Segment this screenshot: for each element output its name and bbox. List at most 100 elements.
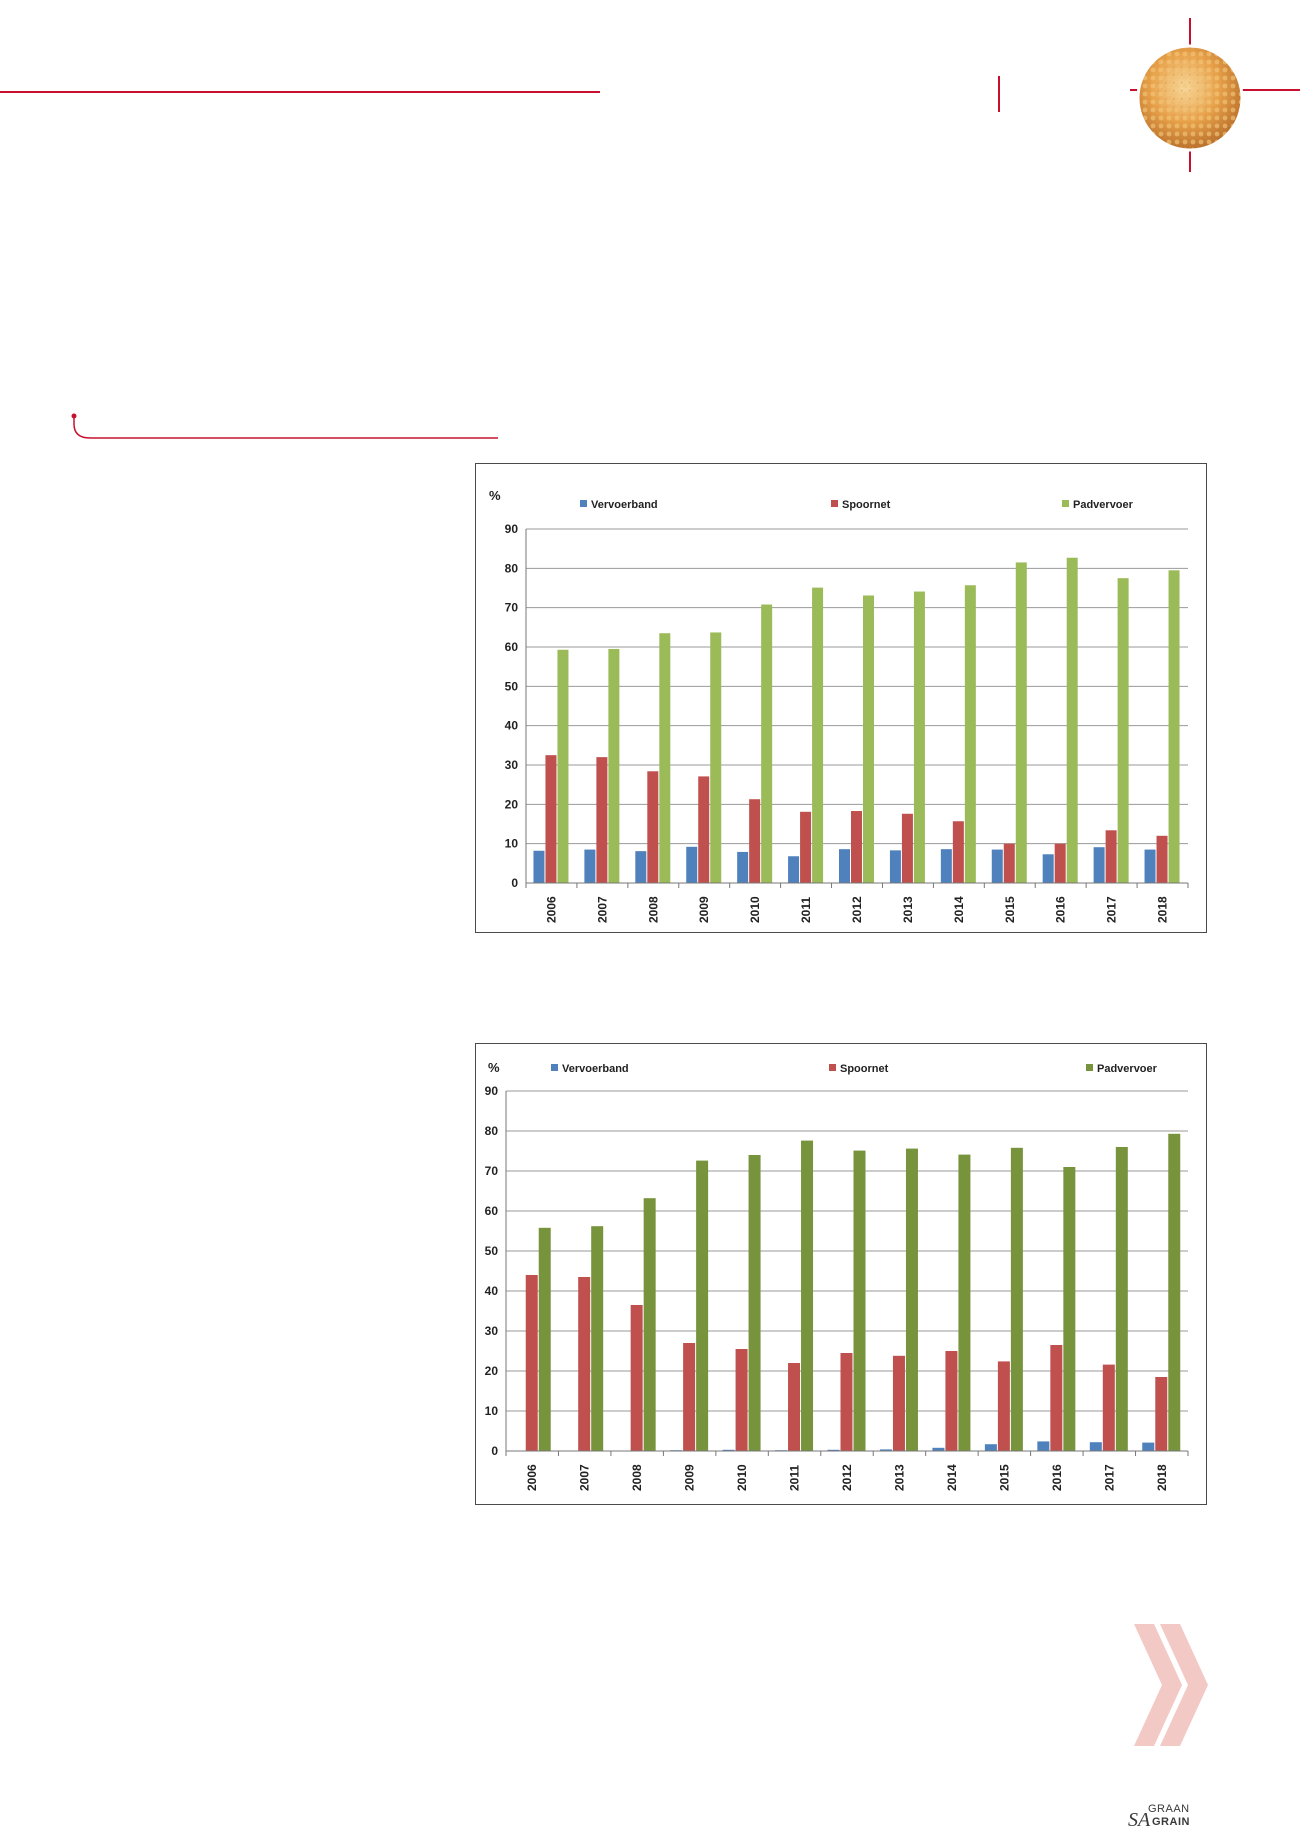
x-tick-label: 2018 (1155, 1464, 1169, 1491)
bar-spoornet (630, 1305, 643, 1451)
y-tick-label: 70 (505, 601, 519, 615)
bar-spoornet (1054, 843, 1066, 883)
y-tick-label: 10 (485, 1404, 499, 1418)
bar-padvervoer (659, 633, 671, 883)
x-tick-label: 2006 (525, 1464, 539, 1491)
y-tick-label: 30 (485, 1324, 499, 1338)
bar-padvervoer (1115, 1147, 1128, 1451)
y-tick-label: 50 (505, 679, 519, 693)
legend-label: Padvervoer (1097, 1063, 1158, 1075)
bar-spoornet (596, 757, 608, 883)
legend-label: Vervoerband (591, 499, 658, 511)
bar-vervoerband (584, 849, 596, 883)
bar-vervoerband (686, 846, 698, 883)
bar-spoornet (698, 776, 710, 883)
x-tick-label: 2010 (748, 896, 762, 923)
x-tick-label: 2018 (1156, 896, 1170, 923)
x-tick-label: 2007 (595, 896, 609, 923)
y-tick-label: 0 (511, 876, 518, 890)
bar-spoornet (578, 1277, 591, 1451)
bar-spoornet (1102, 1364, 1115, 1451)
section-rule (70, 410, 510, 445)
chart-2-frame: 0 10 20 30 40 50 60 70 80 90% Vervoerband Spoornet P… (475, 1043, 1207, 1505)
legend-label: Spoornet (842, 499, 891, 511)
x-tick-label: 2017 (1105, 896, 1119, 923)
bar-spoornet (840, 1353, 853, 1451)
bar-padvervoer (1015, 562, 1027, 883)
bar-vervoerband (932, 1447, 945, 1451)
x-tick-label: 2009 (697, 896, 711, 923)
x-tick-label: 2008 (630, 1464, 644, 1491)
bar-spoornet (851, 811, 862, 883)
bar-vervoerband (879, 1449, 892, 1451)
x-tick-label: 2014 (952, 896, 966, 923)
legend-swatch (1062, 500, 1069, 507)
bar-spoornet (952, 821, 964, 883)
logo-prefix: SA (1128, 1809, 1151, 1831)
bar-padvervoer (812, 587, 824, 883)
legend-label: Padvervoer (1073, 499, 1134, 511)
x-tick-label: 2016 (1050, 1464, 1064, 1491)
legend-swatch (551, 1064, 558, 1071)
logo-line1: GRAAN (1148, 1803, 1190, 1815)
bar-vervoerband (788, 856, 800, 883)
bar-spoornet (525, 1275, 538, 1451)
bar-spoornet (683, 1343, 696, 1451)
bar-vervoerband (737, 851, 749, 883)
y-tick-label: 10 (505, 837, 519, 851)
bar-padvervoer (710, 632, 722, 883)
x-tick-label: 2011 (799, 897, 813, 923)
x-tick-label: 2011 (788, 1465, 802, 1491)
y-tick-label: 20 (485, 1364, 499, 1378)
legend-label: Vervoerband (562, 1063, 629, 1075)
chart-1-frame: 0 10 20 30 40 50 60 70 80 90% Vervoerband Spoornet P… (475, 463, 1207, 933)
bar-spoornet (1050, 1345, 1063, 1451)
bar-padvervoer (1168, 1133, 1181, 1451)
y-tick-label: 40 (485, 1284, 499, 1298)
x-tick-label: 2012 (850, 896, 864, 923)
bar-padvervoer (964, 585, 976, 883)
bar-spoornet (1003, 843, 1015, 883)
bar-vervoerband (1093, 847, 1105, 883)
chevron-right-icon (1130, 1620, 1210, 1755)
y-tick-label: 70 (485, 1164, 499, 1178)
bar-spoornet (997, 1361, 1010, 1451)
bar-vervoerband (1144, 849, 1156, 883)
header-rule (0, 91, 600, 93)
header-tick (998, 76, 1000, 112)
bar-vervoerband (991, 849, 1003, 883)
bar-padvervoer (608, 648, 620, 883)
bar-spoornet (945, 1351, 958, 1451)
y-axis-label: % (488, 1060, 500, 1075)
x-tick-label: 2015 (1003, 896, 1017, 923)
y-tick-label: 80 (485, 1124, 499, 1138)
legend-swatch (829, 1064, 836, 1071)
y-axis-label: % (489, 488, 501, 503)
x-tick-label: 2014 (945, 1464, 959, 1491)
bar-vervoerband (1042, 854, 1054, 883)
legend-label: Spoornet (840, 1063, 889, 1075)
bar-padvervoer (801, 1140, 814, 1451)
chart-1: 0 10 20 30 40 50 60 70 80 90% Vervoerband Spoornet P… (489, 488, 1189, 923)
bar-spoornet (800, 811, 812, 883)
bar-vervoerband (635, 851, 647, 883)
bar-vervoerband (722, 1449, 735, 1451)
bar-padvervoer (905, 1148, 918, 1451)
bar-padvervoer (958, 1154, 971, 1451)
bar-padvervoer (1063, 1167, 1076, 1451)
bar-padvervoer (761, 604, 773, 883)
bar-padvervoer (643, 1198, 656, 1451)
logo-line2: GRAIN (1152, 1816, 1190, 1828)
bar-spoornet (1155, 1377, 1168, 1451)
legend-swatch (831, 500, 838, 507)
bar-padvervoer (1066, 557, 1078, 883)
y-tick-label: 90 (505, 522, 519, 536)
legend-swatch (1086, 1064, 1093, 1071)
x-tick-label: 2006 (544, 896, 558, 923)
x-tick-label: 2015 (997, 1464, 1011, 1491)
bar-vervoerband (1037, 1441, 1050, 1451)
legend-swatch (580, 500, 587, 507)
bar-padvervoer (863, 595, 874, 883)
bar-vervoerband (827, 1449, 840, 1451)
bar-spoornet (788, 1363, 801, 1451)
